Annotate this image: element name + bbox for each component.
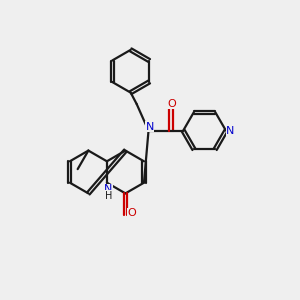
Text: O: O bbox=[128, 208, 136, 218]
Text: N: N bbox=[226, 126, 235, 136]
Text: N: N bbox=[104, 184, 112, 194]
Text: N: N bbox=[146, 122, 154, 132]
Text: H: H bbox=[105, 191, 112, 201]
Text: O: O bbox=[167, 99, 176, 109]
